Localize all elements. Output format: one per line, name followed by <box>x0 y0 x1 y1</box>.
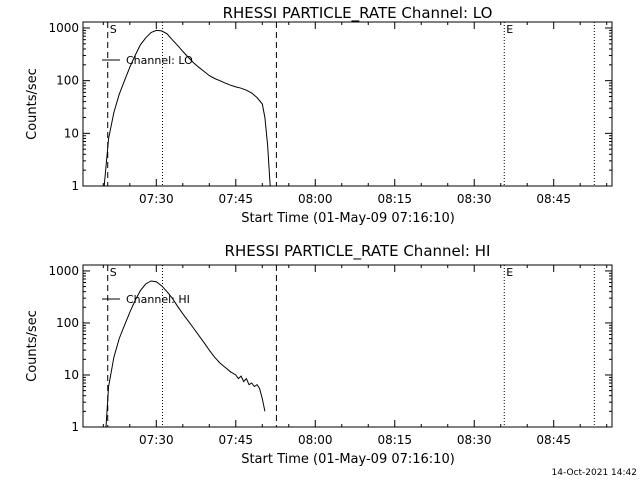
y-tick-label: 10 <box>64 126 79 140</box>
x-tick-label: 08:45 <box>536 192 571 206</box>
legend-entry: Channel: LO <box>126 54 193 67</box>
chart-title: RHESSI PARTICLE_RATE Channel: HI <box>225 242 491 261</box>
x-tick-label: 08:00 <box>298 192 333 206</box>
marker-label-s: S <box>110 266 117 279</box>
x-axis-label: Start Time (01-May-09 07:16:10) <box>241 452 455 467</box>
y-tick-label: 1 <box>71 420 79 434</box>
x-tick-label: 07:45 <box>218 192 253 206</box>
legend-entry: Channel: HI <box>126 293 190 306</box>
x-tick-label: 07:30 <box>139 433 174 447</box>
x-tick-label: 07:45 <box>218 433 253 447</box>
x-tick-label: 08:30 <box>457 192 492 206</box>
chart-panel-lo: RHESSI PARTICLE_RATE Channel: LO 1 10 100 10… <box>25 4 613 226</box>
y-tick-label: 100 <box>56 74 79 88</box>
x-tick-label: 08:45 <box>536 433 571 447</box>
marker-label-e: E <box>506 266 513 279</box>
y-tick-label: 1 <box>71 179 79 193</box>
x-tick-label: 08:15 <box>377 433 412 447</box>
x-tick-label: 08:15 <box>377 192 412 206</box>
y-axis-label: Counts/sec <box>25 310 40 382</box>
footer-timestamp: 14-Oct-2021 14:42 <box>552 468 637 478</box>
plot-frame <box>82 264 613 428</box>
x-tick-label: 08:00 <box>298 433 333 447</box>
series-line <box>105 280 266 428</box>
y-tick-label: 10 <box>64 368 79 382</box>
plot-frame <box>82 21 613 187</box>
chart-title: RHESSI PARTICLE_RATE Channel: LO <box>223 4 493 23</box>
x-axis-label: Start Time (01-May-09 07:16:10) <box>241 211 455 226</box>
y-axis-label: Counts/sec <box>25 68 40 140</box>
marker-label-s: S <box>110 23 117 36</box>
y-tick-label: 100 <box>56 316 79 330</box>
chart-panel-hi: RHESSI PARTICLE_RATE Channel: HI 1 10 100 10… <box>25 242 613 467</box>
x-tick-label: 07:30 <box>139 192 174 206</box>
x-tick-label: 08:30 <box>457 433 492 447</box>
y-tick-label: 1000 <box>48 21 79 35</box>
y-tick-label: 1000 <box>48 264 79 278</box>
series-line <box>103 29 271 187</box>
marker-label-e: E <box>506 23 513 36</box>
